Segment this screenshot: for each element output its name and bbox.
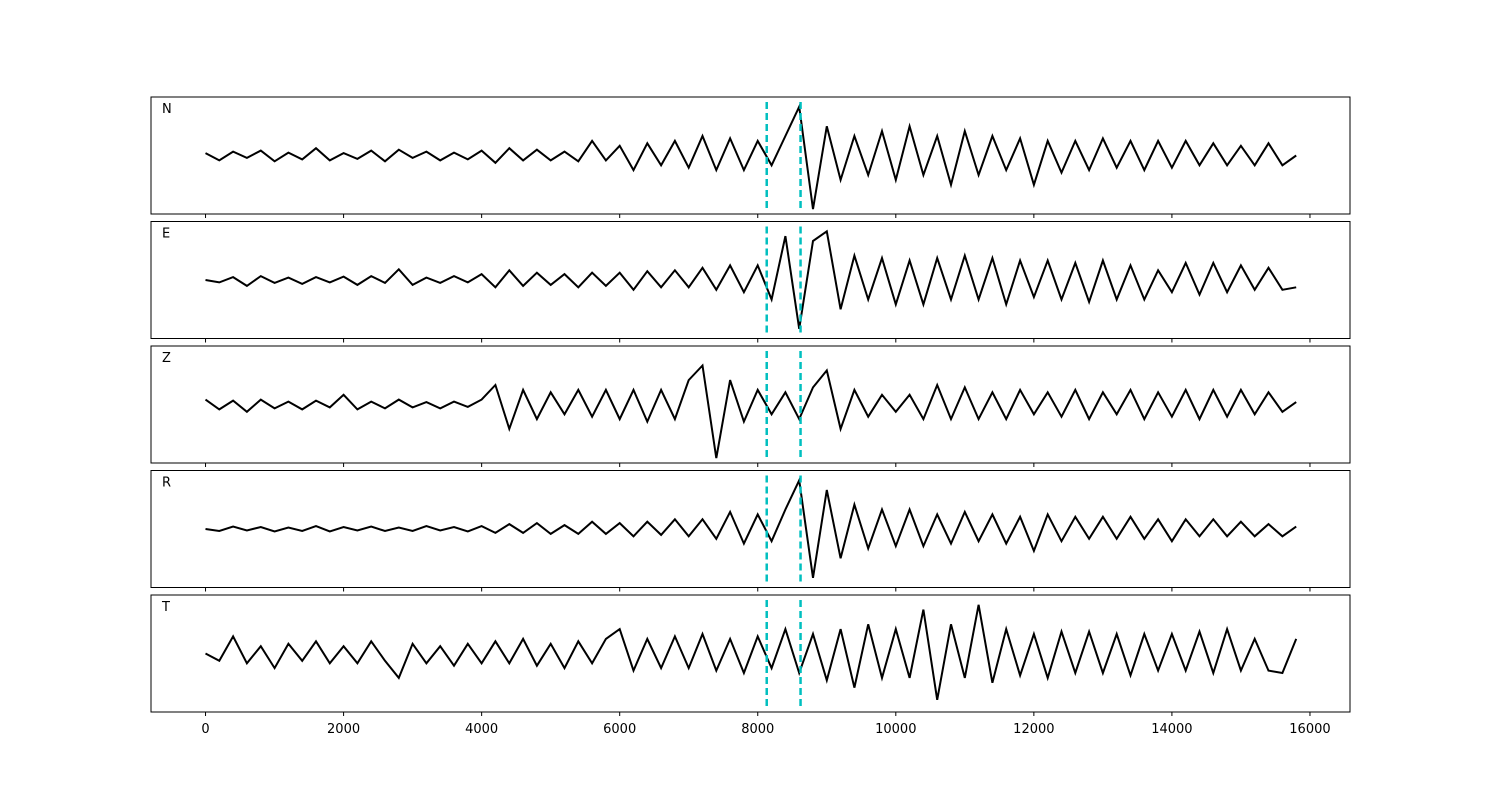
trace (205, 476, 1297, 578)
panel-frame (150, 594, 1351, 713)
trace (205, 229, 1297, 329)
panel-frame (150, 96, 1351, 215)
trace (205, 604, 1298, 700)
panel-frame (150, 221, 1351, 339)
panel-frame (150, 470, 1351, 588)
trace (204, 363, 1297, 459)
x-tick-label: 2000 (327, 722, 360, 737)
x-tick-label: 14000 (1151, 722, 1192, 737)
x-tick-label: 0 (201, 722, 209, 737)
x-tick-label: 8000 (741, 722, 774, 737)
panel-label: R (162, 476, 171, 491)
panel-label: E (162, 227, 170, 242)
x-tick-label: 10000 (875, 722, 916, 737)
x-tick-label: 12000 (1013, 722, 1054, 737)
panel-label: Z (162, 351, 171, 366)
trace (205, 103, 1297, 210)
panel-label: T (161, 600, 170, 615)
panel-label: N (162, 102, 172, 117)
x-tick-label: 6000 (603, 722, 636, 737)
panel-frame (150, 345, 1351, 464)
x-tick-label: 4000 (465, 722, 498, 737)
x-tick-label: 16000 (1289, 722, 1330, 737)
